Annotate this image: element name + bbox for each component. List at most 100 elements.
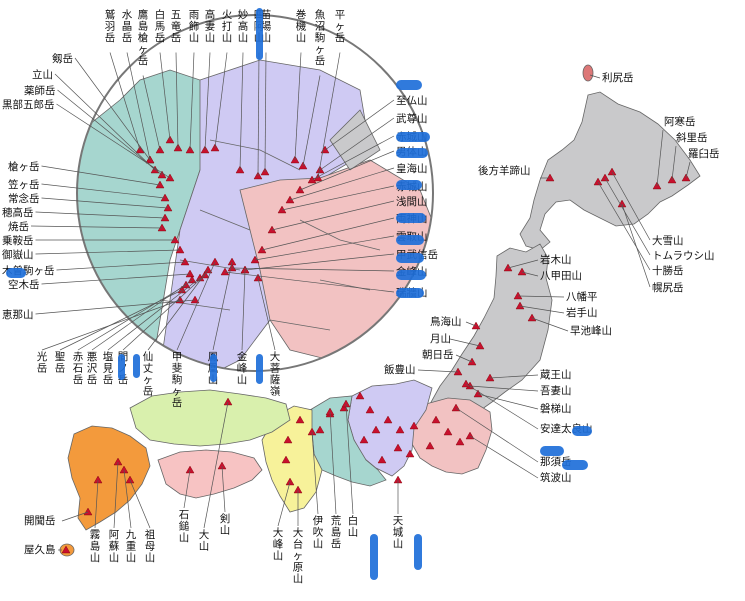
leader-right-6 bbox=[271, 200, 395, 231]
leader-bottom-2 bbox=[77, 284, 187, 351]
redaction-th-hidden-a bbox=[540, 446, 564, 456]
peak-marker-hk-6 bbox=[600, 173, 610, 182]
leader-th-7 bbox=[455, 354, 473, 363]
label-s-11: 伊吹山 bbox=[313, 515, 324, 550]
peak-marker-mainland-12 bbox=[365, 405, 375, 414]
peak-marker-mainland-5 bbox=[395, 425, 405, 434]
redaction-right-4 bbox=[396, 213, 426, 223]
peak-marker-right-10 bbox=[227, 263, 237, 272]
leader-s-8 bbox=[221, 465, 226, 513]
label-left-8: 焼岳 bbox=[8, 221, 29, 233]
label-left-5: 笠ヶ岳 bbox=[8, 178, 40, 191]
label-s-2: 霧島山 bbox=[90, 529, 101, 564]
leader-bottom-3 bbox=[91, 279, 193, 351]
leader-th-12 bbox=[465, 383, 539, 430]
label-left-3: 黒部五郎岳 bbox=[2, 98, 55, 111]
leader-top-12 bbox=[302, 75, 321, 167]
leader-top-2 bbox=[142, 75, 161, 151]
label-left-0: 剱岳 bbox=[52, 53, 73, 65]
leader-th-10 bbox=[469, 385, 539, 392]
peak-marker-bottom-7 bbox=[210, 257, 220, 266]
label-left-4: 槍ヶ岳 bbox=[8, 160, 40, 173]
label-right-0: 至仏山 bbox=[396, 95, 428, 107]
peak-marker-mainland-9 bbox=[393, 443, 403, 452]
peak-marker-hk-4 bbox=[545, 173, 555, 182]
redaction-right-5 bbox=[396, 235, 424, 245]
label-s-6: 石鎚山 bbox=[179, 509, 190, 544]
label-right-4: 皇海山 bbox=[396, 162, 428, 175]
peak-marker-right-2 bbox=[307, 175, 317, 184]
label-hk-1: 阿寒岳 bbox=[664, 115, 696, 128]
leader-top-7 bbox=[214, 52, 228, 149]
leader-hk-6 bbox=[604, 177, 651, 256]
peak-marker-s-7 bbox=[223, 397, 233, 406]
peak-marker-left-12 bbox=[185, 269, 195, 278]
peak-marker-th-3 bbox=[515, 301, 525, 310]
leader-left-7 bbox=[35, 211, 166, 219]
label-th-5: 鳥海山 bbox=[430, 315, 462, 328]
label-s-8: 剣山 bbox=[220, 513, 231, 537]
label-hk-5: 大雪山 bbox=[652, 234, 684, 247]
label-top-2: 鷹島槍ヶ岳 bbox=[138, 8, 149, 67]
peak-marker-th-2 bbox=[513, 291, 523, 300]
leader-th-2 bbox=[517, 295, 565, 298]
peak-marker-mainland-19 bbox=[281, 455, 291, 464]
label-bottom-1: 聖岳 bbox=[55, 351, 66, 375]
peak-marker-s-1 bbox=[61, 545, 71, 554]
redaction-bottom-2 bbox=[133, 354, 140, 378]
label-th-2: 八幡平 bbox=[566, 290, 598, 303]
leader-th-6 bbox=[449, 338, 481, 347]
leader-hk-1 bbox=[656, 129, 664, 187]
leader-right-3 bbox=[299, 150, 395, 191]
label-left-12: 空木岳 bbox=[8, 278, 40, 291]
leader-left-6 bbox=[41, 197, 169, 209]
label-th-14: 筑波山 bbox=[540, 471, 572, 484]
label-top-8: 妙高山 bbox=[238, 8, 249, 44]
label-th-10: 吾妻山 bbox=[540, 384, 572, 397]
label-left-1: 立山 bbox=[32, 68, 53, 81]
kyushu-region bbox=[67, 425, 151, 531]
leader-s-12 bbox=[329, 411, 337, 515]
label-right-6: 浅間山 bbox=[396, 195, 428, 208]
rishiri-island bbox=[582, 64, 594, 82]
peak-marker-th-1 bbox=[517, 267, 527, 276]
leader-left-0 bbox=[74, 57, 151, 161]
redaction-bottom-3 bbox=[210, 354, 217, 382]
leader-s-6 bbox=[183, 469, 191, 509]
redaction-right-7 bbox=[396, 270, 426, 280]
leader-top-8 bbox=[239, 52, 244, 171]
leader-bottom-8 bbox=[212, 261, 233, 351]
redaction-right-8 bbox=[396, 288, 424, 298]
leader-top-10 bbox=[264, 52, 267, 173]
leader-left-10 bbox=[35, 249, 181, 255]
peak-marker-right-11 bbox=[220, 267, 230, 276]
leader-hk-2 bbox=[671, 145, 677, 181]
leader-top-4 bbox=[175, 52, 179, 149]
label-bottom-7: 甲斐駒ヶ岳 bbox=[172, 351, 183, 409]
peak-marker-mainland-0 bbox=[431, 415, 441, 424]
leader-th-9 bbox=[489, 374, 539, 379]
redaction-right-6 bbox=[396, 253, 424, 263]
label-hk-3: 羅臼岳 bbox=[688, 147, 720, 160]
leader-bottom-9 bbox=[241, 269, 246, 351]
label-bottom-9: 金峰山 bbox=[237, 350, 248, 386]
leader-right-4 bbox=[289, 167, 395, 201]
label-left-2: 薬師岳 bbox=[24, 84, 56, 97]
label-th-1: 八甲田山 bbox=[540, 270, 582, 282]
peak-marker-mainland-18 bbox=[283, 435, 293, 444]
label-hk-2: 斜里岳 bbox=[676, 131, 708, 144]
peak-marker-bottom-8 bbox=[227, 257, 237, 266]
label-th-0: 岩木山 bbox=[540, 253, 572, 266]
label-s-10: 大台ヶ原山 bbox=[293, 526, 304, 585]
redaction-marks bbox=[6, 8, 592, 580]
peak-marker-left-8 bbox=[157, 223, 167, 232]
redaction-s-hidden-a bbox=[370, 534, 378, 580]
inset-grey-corner bbox=[329, 109, 381, 171]
peak-marker-mainland-13 bbox=[355, 391, 365, 400]
peak-marker-s-0 bbox=[83, 507, 93, 516]
leader-hk-8 bbox=[621, 203, 651, 288]
redaction-s-hidden-b bbox=[414, 534, 422, 570]
peak-marker-s-5 bbox=[125, 475, 135, 484]
hokkaido-region bbox=[519, 91, 701, 251]
